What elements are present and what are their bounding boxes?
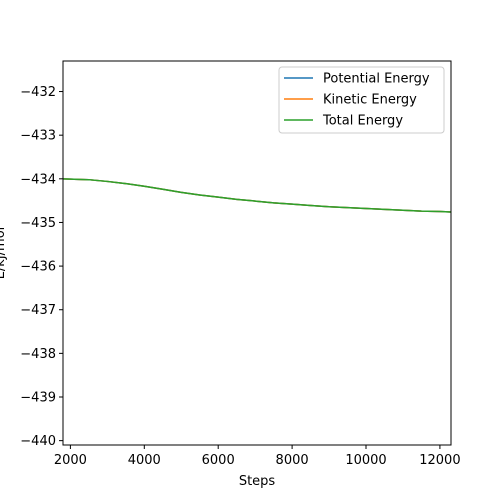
series-line-total-energy — [63, 178, 451, 213]
y-axis-label: E/kJ/mol — [0, 227, 8, 280]
y-tick-label: −436 — [20, 260, 56, 275]
y-tick-label: −437 — [20, 303, 56, 318]
y-tick-label: −435 — [20, 216, 56, 231]
legend-entry-label: Potential Energy — [323, 72, 430, 87]
x-tick-label: 4000 — [128, 453, 161, 468]
plot-area-frame — [62, 60, 452, 446]
x-tick-label: 10000 — [345, 453, 386, 468]
x-tick-label: 2000 — [54, 453, 87, 468]
y-tick-label: −439 — [20, 391, 56, 406]
y-tick-label: −434 — [20, 172, 56, 187]
y-tick-label: −433 — [20, 129, 56, 144]
y-tick-label: −432 — [20, 85, 56, 100]
legend: Potential Energy Kinetic Energy Total Ener… — [278, 66, 445, 134]
legend-box — [278, 66, 445, 134]
y-tick-label: −438 — [20, 347, 56, 362]
y-tick-label: −440 — [20, 434, 56, 449]
x-tick-label: 12000 — [419, 453, 460, 468]
legend-entry-label: Total Energy — [322, 114, 403, 129]
legend-entry-label: Kinetic Energy — [323, 93, 417, 108]
x-tick-label: 8000 — [276, 453, 309, 468]
x-axis-label: Steps — [239, 474, 276, 489]
x-tick-label: 6000 — [202, 453, 235, 468]
